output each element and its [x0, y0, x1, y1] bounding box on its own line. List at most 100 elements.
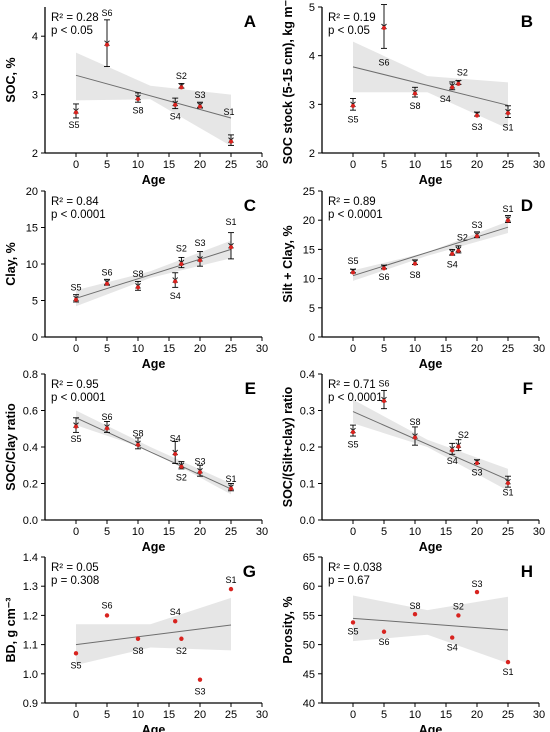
x-tick-label: 25	[225, 343, 237, 355]
data-point	[179, 636, 184, 641]
r2-annotation: R² = 0.84	[51, 196, 99, 208]
x-tick-label: 5	[104, 343, 110, 355]
y-tick-label: 15	[26, 223, 38, 235]
y-tick-label: 3	[32, 90, 38, 102]
point-label: S8	[132, 646, 143, 656]
point-label: S2	[176, 472, 187, 482]
panel-g: 0 5 10 15 20 25 30 0.9 1.0 1.1 1.2 1.3 1.4 Age BD, g c…	[4, 552, 268, 732]
y-tick-label: 1.2	[23, 610, 38, 622]
x-axis-title: Age	[419, 540, 443, 554]
x-tick-label: 10	[409, 526, 421, 538]
x-tick-label: 15	[440, 526, 452, 538]
x-axis-title: Age	[142, 173, 166, 187]
point-label: S1	[225, 474, 236, 484]
panel-f: 0 5 10 15 20 25 30 0.0 0.1 0.2 0.3 0.4 Age SOC/(Silt+…	[281, 369, 545, 554]
point-label: S6	[378, 379, 389, 389]
y-tick-label: 0.6	[23, 406, 38, 418]
panel-letter: G	[243, 562, 256, 581]
data-point	[351, 103, 355, 108]
x-tick-label: 5	[381, 526, 387, 538]
panel-a: 0 5 10 15 20 25 30 2 3 4 Age SOC, % R² = 0.28p < 0.0…	[4, 7, 268, 187]
y-tick-label: 1.0	[23, 669, 38, 681]
panel-letter: B	[521, 12, 533, 31]
y-tick-label: 25	[303, 186, 315, 198]
y-tick-label: 1.3	[23, 581, 38, 593]
p-annotation: p = 0.308	[51, 575, 99, 587]
y-axis-title: Clay, %	[4, 242, 18, 286]
point-label: S8	[409, 601, 420, 611]
point-label: S2	[457, 67, 468, 77]
data-point	[350, 620, 356, 625]
point-label: S8	[132, 269, 143, 279]
x-tick-label: 30	[256, 159, 268, 171]
data-point	[136, 97, 140, 102]
x-tick-label: 25	[502, 159, 514, 171]
x-tick-label: 0	[350, 159, 356, 171]
data-point	[198, 258, 202, 263]
x-tick-label: 20	[194, 159, 206, 171]
x-tick-label: 25	[502, 526, 514, 538]
data-point	[450, 85, 455, 90]
point-label: S4	[447, 643, 458, 653]
x-tick-label: 10	[132, 343, 144, 355]
data-point	[456, 613, 461, 618]
point-label: S5	[70, 282, 81, 292]
x-axis-title: Age	[142, 723, 166, 732]
x-tick-label: 25	[502, 343, 514, 355]
y-tick-label: 2	[32, 148, 38, 160]
point-label: S6	[101, 600, 112, 610]
x-tick-label: 15	[440, 159, 452, 171]
data-point	[105, 426, 109, 431]
x-tick-label: 20	[471, 159, 483, 171]
y-tick-label: 20	[26, 186, 38, 198]
regression-line	[75, 417, 232, 490]
point-label: S6	[378, 57, 389, 67]
x-tick-label: 15	[163, 343, 175, 355]
point-label: S8	[409, 101, 420, 111]
x-tick-label: 20	[471, 526, 483, 538]
data-point	[450, 251, 455, 256]
x-tick-label: 15	[163, 159, 175, 171]
regression-line	[352, 411, 509, 481]
regression-line	[352, 66, 509, 106]
data-point	[135, 636, 141, 641]
data-point	[105, 281, 109, 286]
y-tick-label: 4	[309, 51, 315, 63]
regression-line	[75, 624, 232, 646]
x-tick-label: 15	[163, 709, 175, 721]
y-tick-label: 1.1	[23, 640, 38, 652]
p-annotation: p < 0.0001	[328, 209, 383, 221]
y-tick-label: 65	[303, 552, 315, 564]
x-tick-label: 5	[104, 526, 110, 538]
point-label: S4	[447, 259, 458, 269]
point-label: S2	[176, 244, 187, 254]
point-label: S6	[101, 267, 112, 277]
y-tick-label: 0.2	[300, 442, 315, 454]
x-tick-label: 30	[256, 526, 268, 538]
point-label: S1	[225, 217, 236, 227]
x-axis-title: Age	[142, 540, 166, 554]
point-label: S1	[502, 204, 513, 214]
point-label: S1	[223, 107, 234, 117]
x-tick-label: 15	[163, 526, 175, 538]
x-tick-label: 0	[73, 343, 79, 355]
y-tick-label: 2	[309, 148, 315, 160]
panel-d: 0 5 10 15 20 25 30 0 5 10 15 20 25 Age Silt + Clay, % R…	[281, 186, 545, 371]
data-point	[351, 270, 355, 275]
y-tick-label: 40	[303, 698, 315, 710]
y-tick-label: 10	[303, 274, 315, 286]
point-label: S1	[502, 123, 513, 133]
x-tick-label: 25	[225, 526, 237, 538]
x-tick-label: 30	[533, 709, 545, 721]
data-point	[475, 461, 479, 466]
point-label: S5	[70, 660, 81, 670]
regression-line	[352, 226, 509, 277]
point-label: S2	[458, 430, 469, 440]
point-label: S3	[194, 687, 205, 697]
data-point	[413, 91, 417, 96]
x-tick-label: 30	[533, 343, 545, 355]
r2-annotation: R² = 0.038	[328, 562, 382, 574]
data-point	[450, 448, 455, 453]
x-tick-label: 30	[533, 159, 545, 171]
